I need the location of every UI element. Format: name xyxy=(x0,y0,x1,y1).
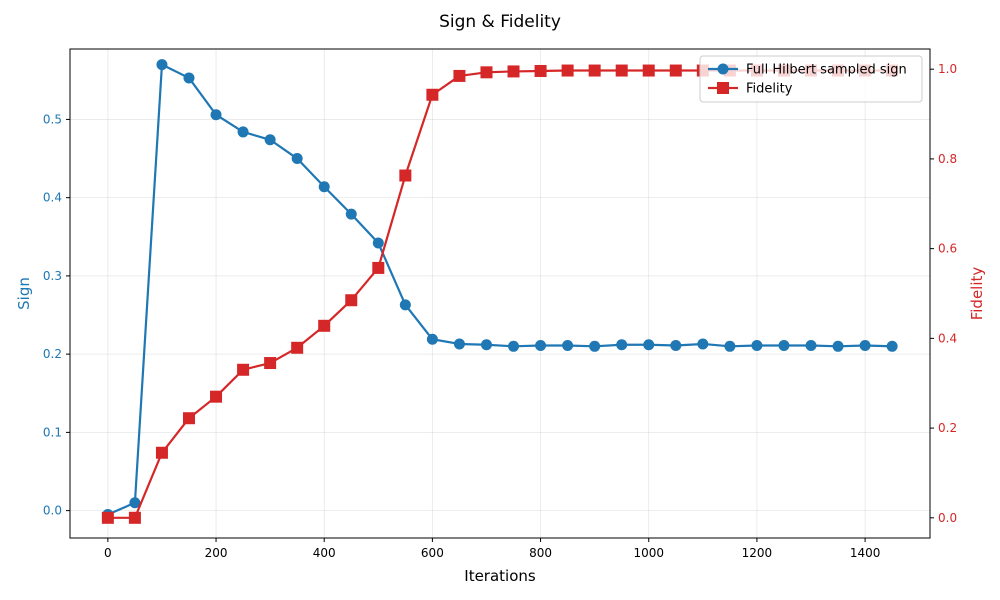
plot-frame xyxy=(69,48,931,539)
y-tick-label-right: 0.4 xyxy=(938,331,957,345)
x-tick-label: 1200 xyxy=(742,546,773,560)
series-1-point xyxy=(751,340,763,352)
series-2-point xyxy=(561,64,574,77)
y-axis-label-right: Fidelity xyxy=(968,267,986,321)
series-1-point xyxy=(426,333,438,345)
series-2-point xyxy=(128,511,141,524)
series-2-point xyxy=(291,341,304,354)
series-2-point xyxy=(237,363,250,376)
series-1-point xyxy=(670,340,682,352)
series-1-point xyxy=(480,339,492,351)
x-tick-label: 200 xyxy=(205,546,228,560)
series-1-point xyxy=(535,340,547,352)
y-tick-label-right: 0.0 xyxy=(938,511,957,525)
series-1-point xyxy=(318,181,330,193)
series-2-point xyxy=(182,412,195,425)
x-axis-label: Iterations xyxy=(464,567,536,585)
series-2-point xyxy=(480,66,493,79)
series-2-point xyxy=(345,294,358,307)
series-1-point xyxy=(264,134,276,146)
x-tick-label: 0 xyxy=(104,546,112,560)
series-2-point xyxy=(507,65,520,78)
grid-layer xyxy=(70,49,930,538)
series-1-point xyxy=(778,340,790,352)
series-1-point xyxy=(372,237,384,249)
y-tick-label-left: 0.2 xyxy=(43,347,62,361)
series-1-point xyxy=(508,340,520,352)
series-1-point xyxy=(805,340,817,352)
axes-layer: 0 200 400 600 800 1000 1200 1400 0.0 0.1 0.2 0.3 0.4… xyxy=(43,62,957,560)
series-2-point xyxy=(155,446,168,459)
series-1-point xyxy=(183,72,195,84)
legend-label-1: Full Hilbert sampled sign xyxy=(746,63,907,78)
series-2-point xyxy=(453,69,466,82)
chart-title: Sign & Fidelity xyxy=(439,12,561,32)
x-tick-label: 1000 xyxy=(633,546,664,560)
y-tick-label-right: 0.2 xyxy=(938,421,957,435)
series-2-point xyxy=(642,64,655,77)
y-tick-label-left: 0.4 xyxy=(43,191,62,205)
series-1-point xyxy=(399,299,411,311)
series-2-point xyxy=(372,261,385,274)
legend-marker-1 xyxy=(717,63,729,75)
series-2-point xyxy=(534,64,547,77)
series-1-point xyxy=(886,340,898,352)
series-1-point xyxy=(832,340,844,352)
series-1-point xyxy=(129,497,141,509)
series-2-point xyxy=(588,64,601,77)
series-2-point xyxy=(101,511,114,524)
series-1-point xyxy=(616,339,628,351)
series-1-point xyxy=(210,109,222,121)
series-1-point xyxy=(291,153,303,165)
series-1-point xyxy=(643,339,655,351)
x-tick-label: 1400 xyxy=(850,546,881,560)
y-tick-label-left: 0.1 xyxy=(43,425,62,439)
x-tick-label: 800 xyxy=(529,546,552,560)
series-2-point xyxy=(399,169,412,182)
series-1-point xyxy=(589,340,601,352)
series-1-point xyxy=(859,340,871,352)
y-tick-label-right: 0.6 xyxy=(938,242,957,256)
legend-box xyxy=(699,55,923,103)
series-1-point xyxy=(724,340,736,352)
y-tick-label-left: 0.3 xyxy=(43,269,62,283)
y-tick-label-right: 0.8 xyxy=(938,152,957,166)
legend-marker-2 xyxy=(717,82,729,94)
series-1-point xyxy=(156,59,168,71)
series-2-point xyxy=(669,64,682,77)
y-axis-label-left: Sign xyxy=(15,277,33,310)
series-2-point xyxy=(264,357,277,370)
legend: Full Hilbert sampled sign Fidelity xyxy=(699,55,923,103)
series-2-point xyxy=(615,64,628,77)
series-2-point xyxy=(318,319,331,332)
x-tick-label: 400 xyxy=(313,546,336,560)
series-1-point xyxy=(237,126,249,138)
series-1-point xyxy=(453,338,465,350)
series-2-point xyxy=(210,390,223,403)
series-2-point xyxy=(426,88,439,101)
y-tick-label-left: 0.0 xyxy=(43,504,62,518)
series-1-point xyxy=(345,208,357,220)
series-1-point xyxy=(697,338,709,350)
y-tick-label-left: 0.5 xyxy=(43,112,62,126)
x-tick-label: 600 xyxy=(421,546,444,560)
series-1-point xyxy=(562,340,574,352)
legend-label-2: Fidelity xyxy=(746,82,793,97)
y-tick-label-right: 1.0 xyxy=(938,62,957,76)
